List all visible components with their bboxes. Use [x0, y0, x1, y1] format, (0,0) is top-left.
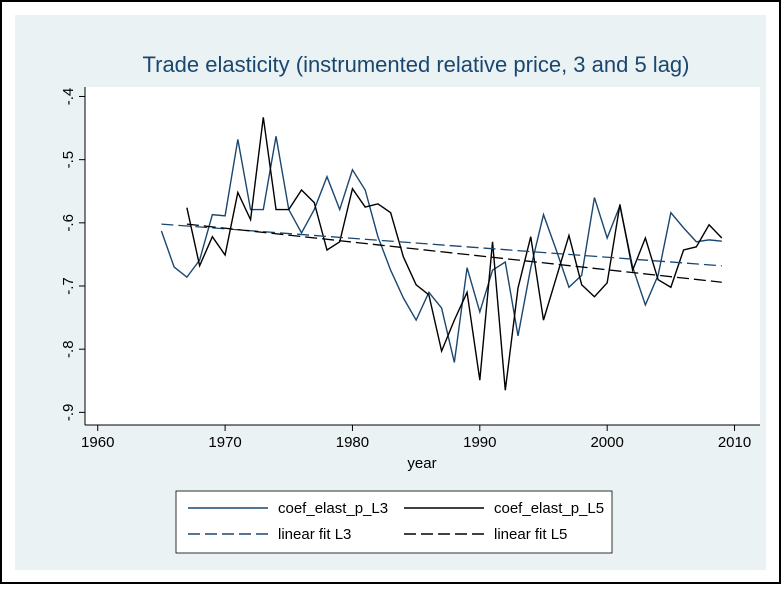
y-tick-label: -.9 — [60, 404, 77, 422]
x-tick-label: 2000 — [590, 434, 623, 451]
x-tick-label: 1960 — [81, 434, 114, 451]
plot-region — [85, 87, 760, 425]
x-tick-label: 1990 — [463, 434, 496, 451]
chart-title: Trade elasticity (instrumented relative … — [143, 52, 690, 77]
y-tick-label: -.4 — [60, 88, 77, 106]
x-tick-label: 1980 — [336, 434, 369, 451]
y-tick-label: -.5 — [60, 151, 77, 169]
y-tick-label: -.6 — [60, 214, 77, 232]
x-tick-label: 2010 — [718, 434, 751, 451]
x-axis-label: year — [407, 455, 436, 472]
legend-label: linear fit L5 — [494, 526, 567, 543]
x-tick-label: 1970 — [208, 434, 241, 451]
legend-label: coef_elast_p_L5 — [494, 500, 604, 517]
legend-label: coef_elast_p_L3 — [278, 500, 388, 517]
series-line — [186, 117, 723, 391]
series-line — [186, 223, 722, 283]
legend-label: linear fit L3 — [278, 526, 351, 543]
y-tick-label: -.7 — [60, 277, 77, 295]
legend — [175, 490, 613, 554]
y-tick-label: -.8 — [60, 340, 77, 358]
